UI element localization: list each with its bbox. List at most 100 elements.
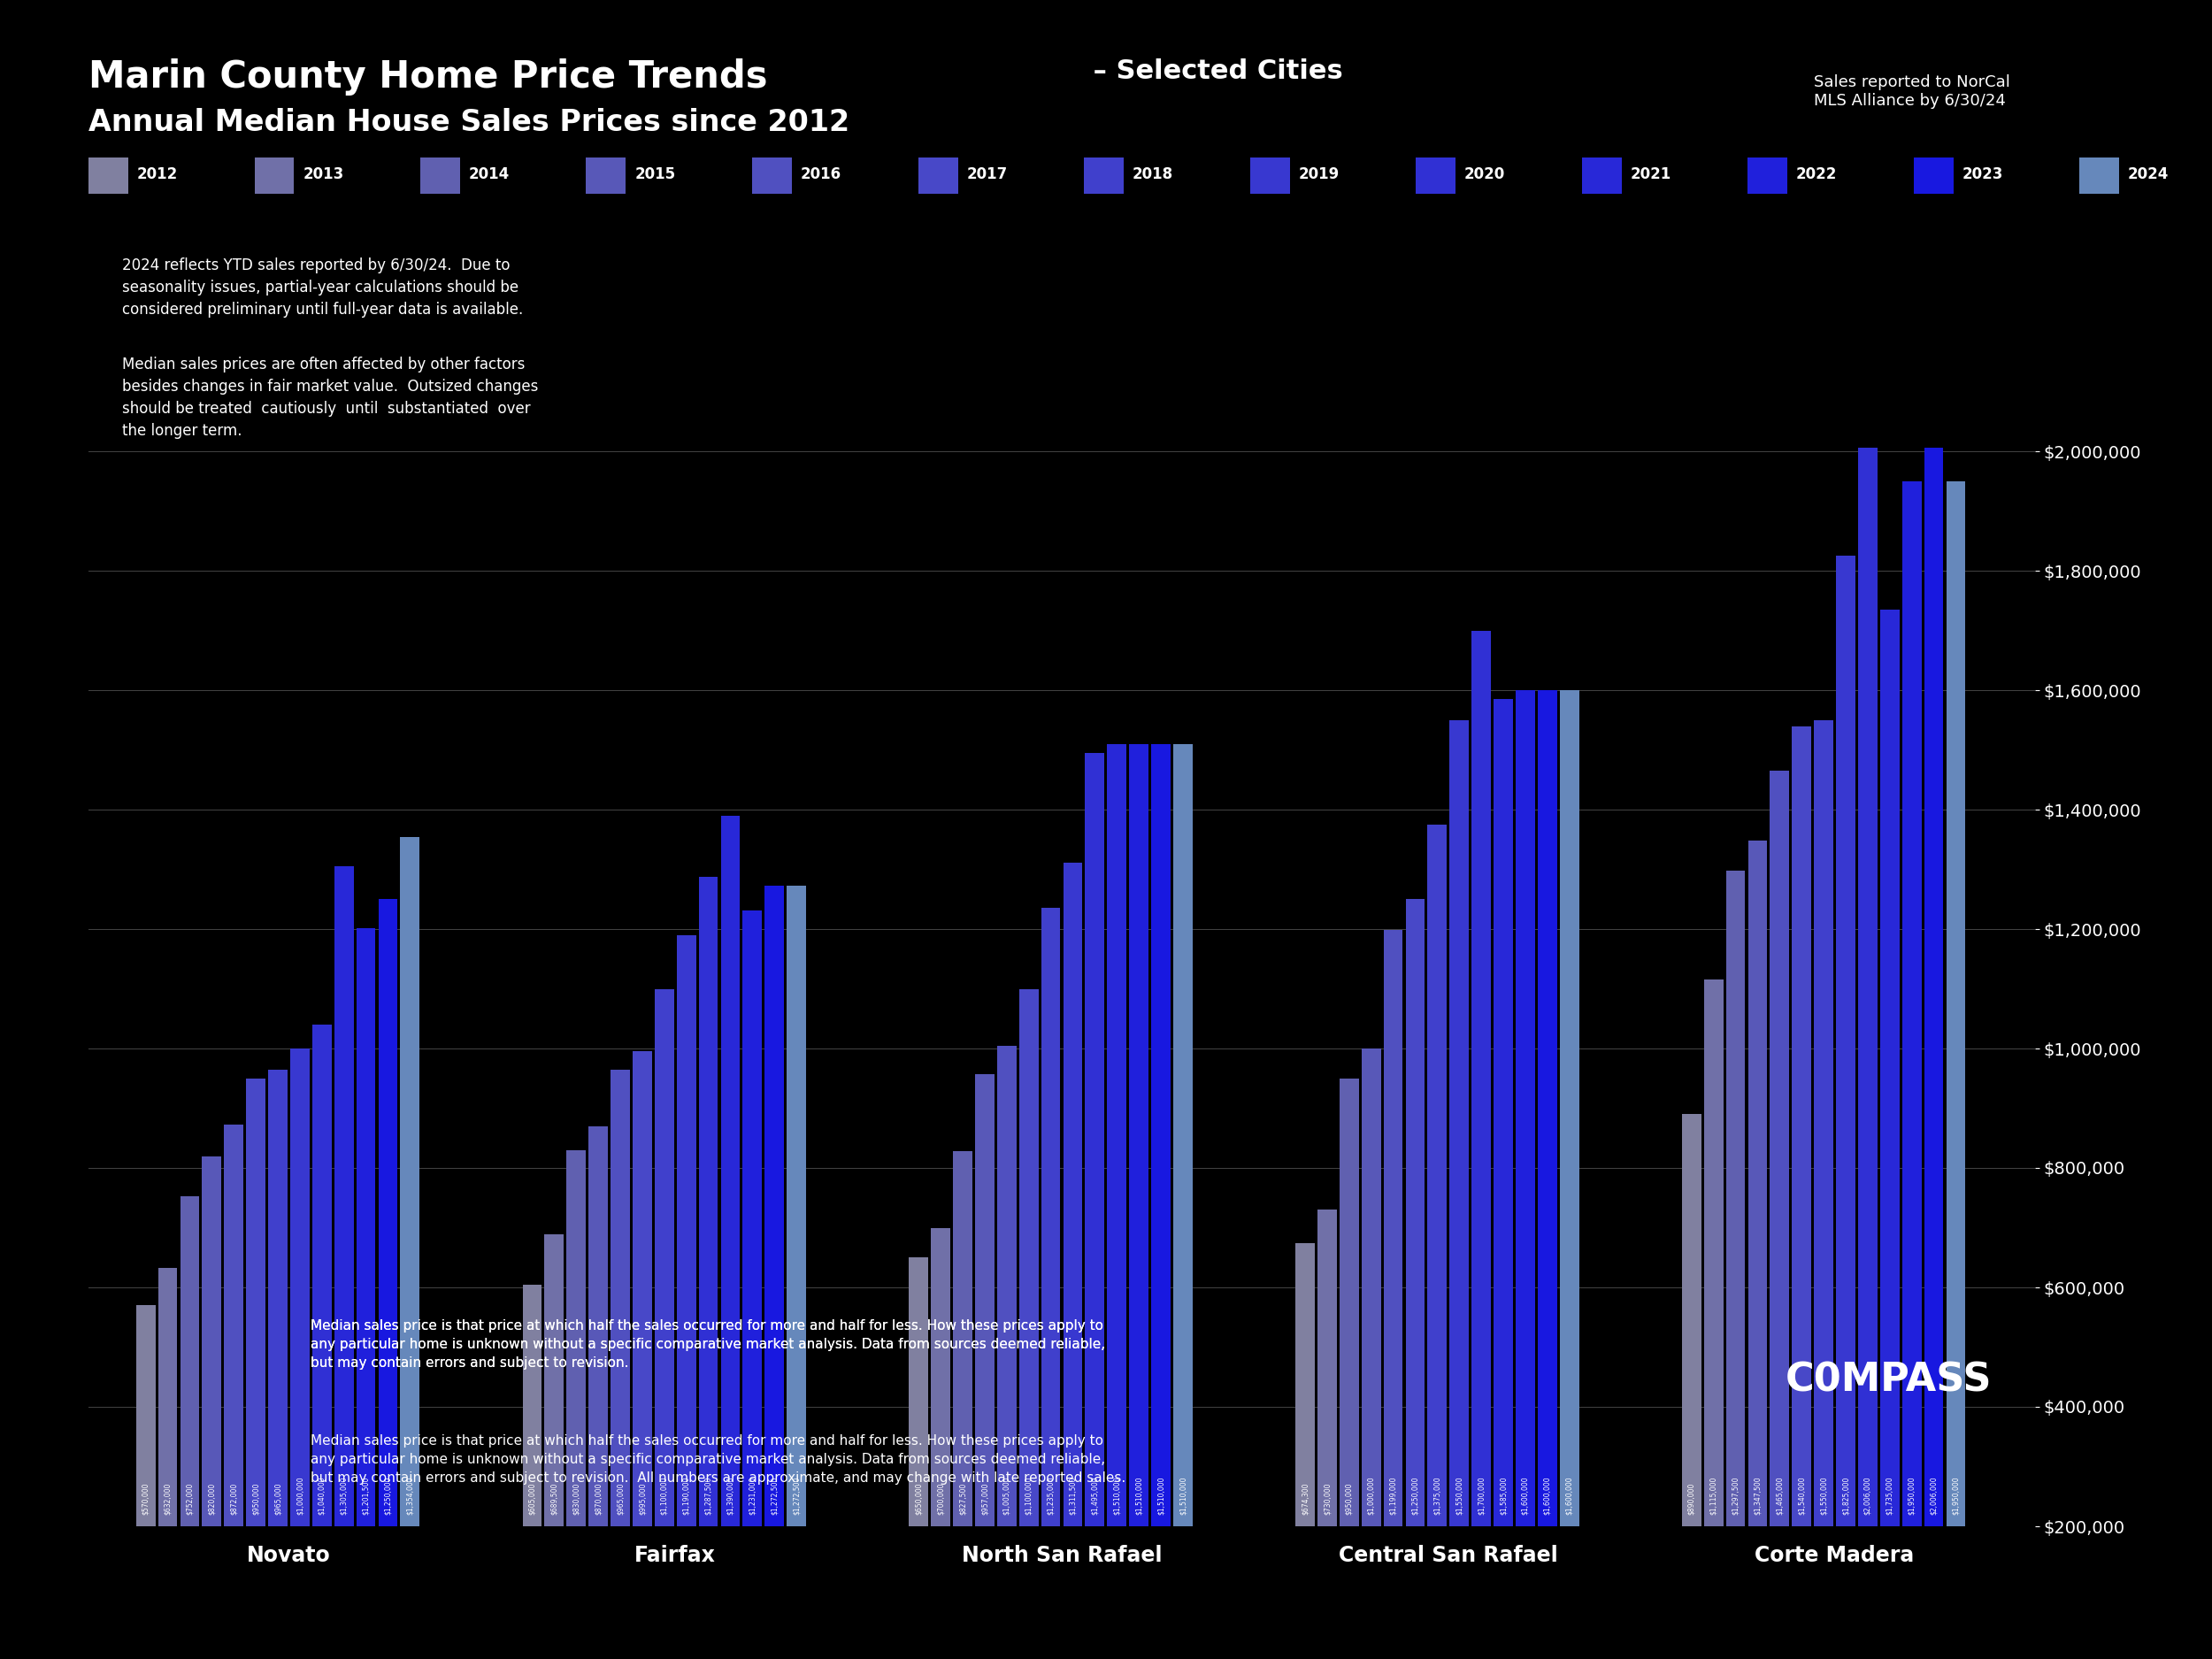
Bar [1042,907,1060,1526]
Text: $1,040,000: $1,040,000 [319,1477,325,1515]
Bar [975,1073,995,1526]
Text: $2,006,000: $2,006,000 [1865,1477,1871,1515]
Bar [1515,690,1535,1526]
Bar [1405,899,1425,1526]
Text: 2018: 2018 [1133,166,1172,182]
Text: $1,950,000: $1,950,000 [1951,1477,1960,1515]
Bar [1924,448,1944,1526]
Bar [1703,980,1723,1526]
Bar [290,1048,310,1526]
Text: $965,000: $965,000 [617,1481,624,1515]
Bar [522,1284,542,1526]
Bar [677,936,697,1526]
Text: $1,825,000: $1,825,000 [1843,1477,1849,1515]
Bar [633,1052,653,1526]
Bar [157,1267,177,1526]
Text: 2015: 2015 [635,166,675,182]
Bar [1493,698,1513,1526]
Text: 2022: 2022 [1796,166,1838,182]
Text: $1,005,000: $1,005,000 [1002,1477,1011,1515]
Text: $1,287,500: $1,287,500 [703,1477,712,1515]
Text: $1,190,000: $1,190,000 [681,1477,690,1515]
Text: $950,000: $950,000 [252,1481,259,1515]
Text: $1,510,000: $1,510,000 [1179,1477,1188,1515]
Bar [356,927,376,1526]
Text: 2017: 2017 [967,166,1009,182]
Text: $1,272,500: $1,272,500 [770,1477,779,1515]
Text: $2,006,000: $2,006,000 [1929,1477,1938,1515]
Text: $1,000,000: $1,000,000 [1367,1477,1376,1515]
Bar [1947,481,1966,1526]
Text: $1,375,000: $1,375,000 [1433,1477,1442,1515]
Text: 2014: 2014 [469,166,509,182]
Text: $1,510,000: $1,510,000 [1135,1477,1144,1515]
Text: 2013: 2013 [303,166,343,182]
Text: $957,000: $957,000 [980,1481,989,1515]
Text: $730,000: $730,000 [1323,1481,1332,1515]
Text: $830,000: $830,000 [573,1481,580,1515]
Text: $752,000: $752,000 [186,1481,195,1515]
Bar [588,1126,608,1526]
Bar [400,838,420,1526]
Bar [223,1125,243,1526]
Text: C0MPASS: C0MPASS [1785,1362,1991,1400]
Text: $1,235,000: $1,235,000 [1046,1477,1055,1515]
Bar [1363,1048,1380,1526]
Bar [334,866,354,1526]
Text: $1,201,500: $1,201,500 [363,1477,369,1515]
Text: 2012: 2012 [137,166,177,182]
Bar [312,1025,332,1526]
Bar [1128,743,1148,1526]
Bar [721,816,741,1526]
Bar [201,1156,221,1526]
Bar [699,878,719,1526]
Text: $995,000: $995,000 [639,1481,646,1515]
Text: $1,354,000: $1,354,000 [407,1477,414,1515]
Bar [1681,1115,1701,1526]
Text: $1,550,000: $1,550,000 [1455,1477,1462,1515]
Text: Median sales price is that price at which half the sales occurred for more and h: Median sales price is that price at whic… [310,1319,1106,1370]
Bar [765,886,783,1526]
Text: 2021: 2021 [1630,166,1672,182]
Bar [1340,1078,1358,1526]
Text: $1,700,000: $1,700,000 [1478,1477,1484,1515]
Text: Sales reported to NorCal
MLS Alliance by 6/30/24: Sales reported to NorCal MLS Alliance by… [1814,75,2011,109]
Text: 2023: 2023 [1962,166,2004,182]
Text: $965,000: $965,000 [274,1481,281,1515]
Text: $1,347,500: $1,347,500 [1754,1477,1761,1515]
Bar [1020,989,1037,1526]
Bar [1449,720,1469,1526]
Text: $1,950,000: $1,950,000 [1907,1477,1916,1515]
Bar [268,1070,288,1526]
Text: $700,000: $700,000 [936,1481,945,1515]
Bar [909,1258,929,1526]
Text: $1,250,000: $1,250,000 [1411,1477,1420,1515]
Text: $1,390,000: $1,390,000 [726,1477,734,1515]
Text: $1,550,000: $1,550,000 [1820,1477,1827,1515]
Bar [1064,863,1082,1526]
Text: $870,000: $870,000 [595,1481,602,1515]
Bar [1296,1243,1314,1526]
Bar [743,911,761,1526]
Bar [953,1151,973,1526]
Text: $1,231,000: $1,231,000 [748,1477,757,1515]
Text: 2024 reflects YTD sales reported by 6/30/24.  Due to
seasonality issues, partial: 2024 reflects YTD sales reported by 6/30… [122,257,522,317]
Bar [1150,743,1170,1526]
Bar [1172,743,1192,1526]
Text: $1,100,000: $1,100,000 [661,1477,668,1515]
Text: $1,000,000: $1,000,000 [296,1477,303,1515]
Bar [1108,743,1126,1526]
Bar [1559,690,1579,1526]
Bar [611,1070,630,1526]
Text: $1,297,500: $1,297,500 [1732,1477,1739,1515]
Text: $1,199,000: $1,199,000 [1389,1477,1398,1515]
Text: Median sales price is that price at which half the sales occurred for more and h: Median sales price is that price at whic… [310,1319,1106,1370]
Bar [1902,481,1922,1526]
Bar [1427,825,1447,1526]
Text: $1,272,500: $1,272,500 [792,1477,801,1515]
Bar [787,886,805,1526]
Text: $1,510,000: $1,510,000 [1113,1477,1121,1515]
Text: $820,000: $820,000 [208,1481,217,1515]
Text: $1,540,000: $1,540,000 [1798,1477,1805,1515]
Text: $1,600,000: $1,600,000 [1544,1477,1551,1515]
